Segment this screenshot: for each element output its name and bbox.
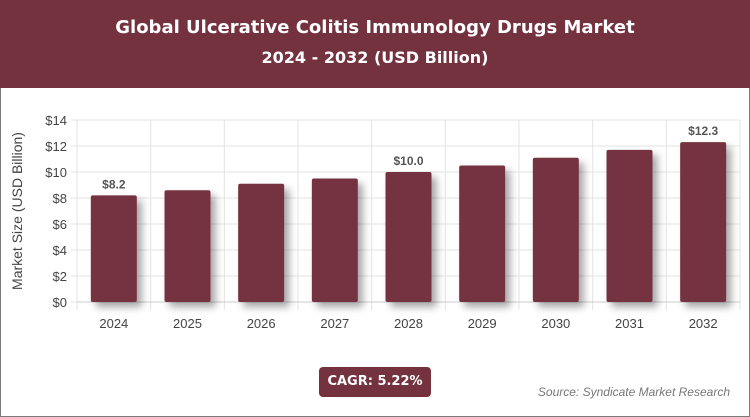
cagr-badge: CAGR: 5.22% [319, 367, 431, 397]
bar-2024[interactable] [90, 195, 137, 302]
bar-2032[interactable] [680, 142, 727, 302]
data-label: $12.3 [688, 124, 718, 138]
bar-2028[interactable] [385, 172, 432, 302]
bar-2030[interactable] [532, 157, 579, 302]
chart-subtitle: 2024 - 2032 (USD Billion) [261, 48, 489, 67]
x-tick-label: 2030 [541, 316, 570, 331]
bar-2025[interactable] [164, 190, 211, 302]
y-tick-label: $0 [53, 295, 67, 310]
y-tick-label: $6 [53, 217, 67, 232]
x-tick-label: 2028 [394, 316, 423, 331]
x-tick-label: 2029 [468, 316, 497, 331]
data-label: $10.0 [393, 154, 423, 168]
y-tick-label: $8 [53, 191, 67, 206]
x-tick-label: 2032 [689, 316, 718, 331]
chart-header: Global Ulcerative Colitis Immunology Dru… [0, 0, 750, 88]
y-tick-label: $14 [45, 113, 67, 128]
source-note: Source: Syndicate Market Research [537, 385, 730, 399]
y-tick-label: $2 [53, 269, 67, 284]
bar-2029[interactable] [459, 165, 506, 303]
y-tick-label: $4 [53, 243, 67, 258]
x-tick-label: 2027 [320, 316, 349, 331]
x-tick-label: 2031 [615, 316, 644, 331]
bar-2026[interactable] [238, 183, 285, 302]
x-tick-label: 2024 [99, 316, 128, 331]
y-tick-label: $10 [45, 165, 67, 180]
x-tick-label: 2025 [173, 316, 202, 331]
bar-2031[interactable] [606, 149, 653, 302]
bar-2027[interactable] [311, 178, 358, 303]
data-label: $8.2 [102, 177, 126, 191]
x-tick-label: 2026 [247, 316, 276, 331]
y-tick-label: $12 [45, 139, 67, 154]
y-axis-label: Market Size (USD Billion) [9, 132, 25, 290]
chart-title: Global Ulcerative Colitis Immunology Dru… [115, 17, 635, 38]
